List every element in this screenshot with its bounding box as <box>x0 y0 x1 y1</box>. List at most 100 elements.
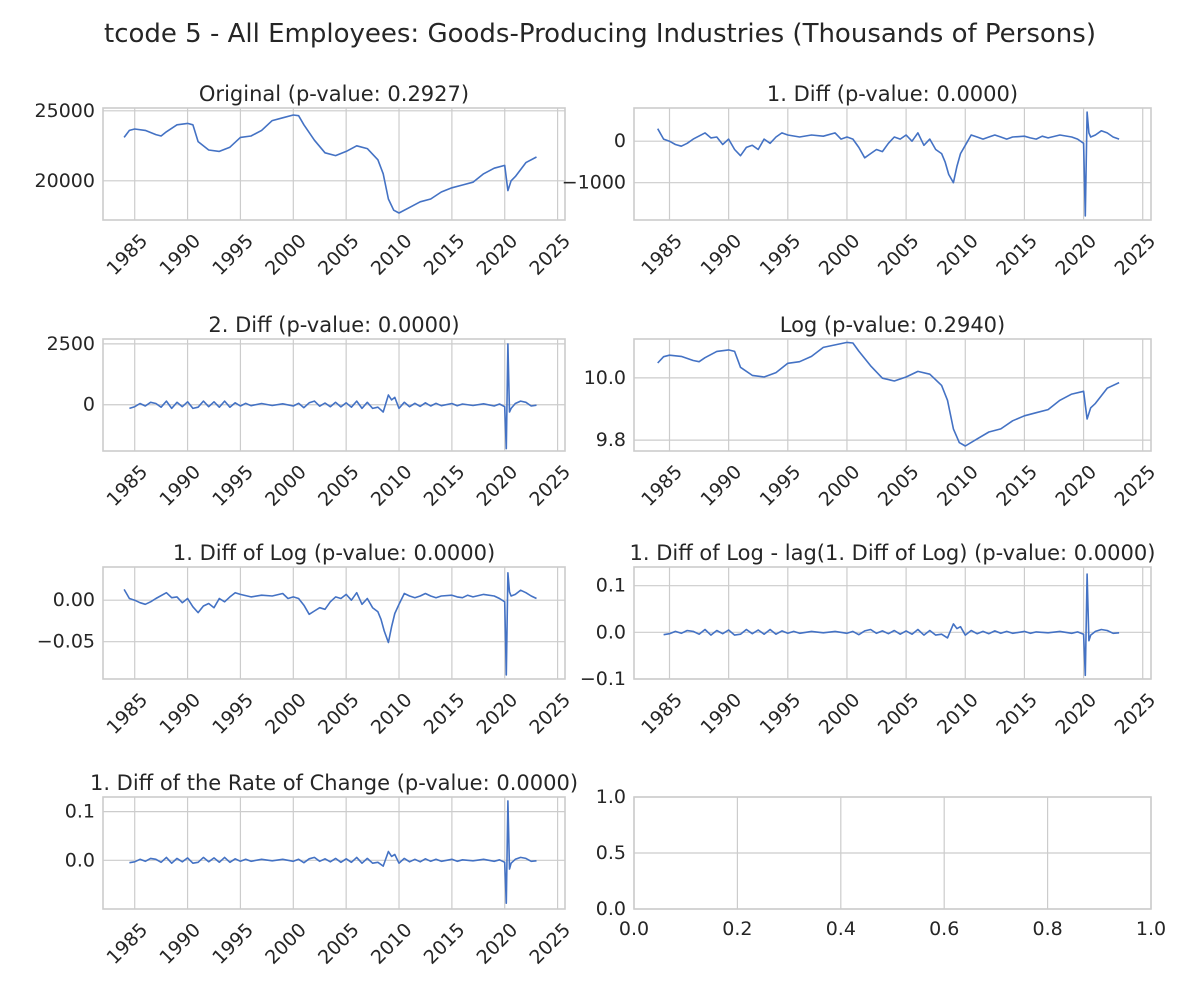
x-tick-label: 2010 <box>933 230 983 280</box>
x-tick-label: 1990 <box>155 461 205 511</box>
x-tick-label: 0.8 <box>1032 918 1062 940</box>
x-tick-label: 2020 <box>1051 689 1101 739</box>
y-tick-label: 0.1 <box>596 575 626 597</box>
x-tick-label: 2005 <box>874 230 924 280</box>
figure-suptitle: tcode 5 - All Employees: Goods-Producing… <box>104 19 1096 49</box>
x-tick-label: 2020 <box>473 461 523 511</box>
subplot-title: Log (p-value: 0.2940) <box>780 313 1006 337</box>
x-tick-label: 2005 <box>874 461 924 511</box>
series-line <box>657 341 1120 447</box>
y-tick-label: 0.5 <box>596 842 626 864</box>
x-tick-label: 2015 <box>992 230 1042 280</box>
x-tick-label: 1995 <box>756 689 806 739</box>
x-tick-label: 1995 <box>756 230 806 280</box>
x-tick-label: 2000 <box>815 461 865 511</box>
x-tick-label: 1995 <box>208 230 258 280</box>
x-tick-label: 2025 <box>525 689 575 739</box>
x-tick-label: 2005 <box>314 230 364 280</box>
x-tick-label: 1990 <box>155 919 205 969</box>
x-tick-label: 2020 <box>473 919 523 969</box>
x-tick-label: 1985 <box>103 689 153 739</box>
x-tick-label: 2025 <box>1111 230 1161 280</box>
x-tick-label: 1985 <box>103 461 153 511</box>
subplot-title: 1. Diff (p-value: 0.0000) <box>767 82 1018 106</box>
axes-frame <box>102 338 566 452</box>
x-tick-label: 2005 <box>874 689 924 739</box>
y-tick-label: 0.1 <box>65 801 95 823</box>
x-tick-label: 2015 <box>420 689 470 739</box>
y-tick-label: 0.0 <box>596 898 626 920</box>
x-tick-label: 2000 <box>261 461 311 511</box>
x-tick-label: 1995 <box>756 461 806 511</box>
x-tick-label: 2015 <box>420 461 470 511</box>
subplot-title: 2. Diff (p-value: 0.0000) <box>208 313 459 337</box>
y-tick-label: 0.00 <box>53 589 95 611</box>
x-tick-label: 1985 <box>103 230 153 280</box>
series-line <box>123 114 537 214</box>
axes-frame <box>633 107 1152 221</box>
x-tick-label: 2005 <box>314 461 364 511</box>
x-tick-label: 2000 <box>261 689 311 739</box>
x-tick-label: 2000 <box>815 230 865 280</box>
x-tick-label: 2025 <box>1111 461 1161 511</box>
x-tick-label: 2025 <box>1111 689 1161 739</box>
x-tick-label: 2000 <box>261 230 311 280</box>
subplot-5: −0.05 0.00 1985 1990 1995 2000 2005 2010 2015 202… <box>37 541 575 739</box>
series-line <box>129 343 537 450</box>
x-tick-label: 2010 <box>367 230 417 280</box>
axes-frame <box>633 338 1152 452</box>
y-tick-label: −0.05 <box>37 631 95 653</box>
x-tick-label: 1990 <box>696 461 746 511</box>
series-line <box>123 571 537 676</box>
y-tick-label: 25000 <box>35 100 95 122</box>
subplot-4: 9.8 10.0 1985 1990 1995 2000 2005 2010 2015 2020 2… <box>584 313 1161 511</box>
x-tick-label: 1990 <box>696 230 746 280</box>
subplot-8: 0.0 0.5 1.0 0.0 0.2 0.4 0.6 0.8 1.0 <box>596 786 1166 940</box>
x-tick-label: 2005 <box>314 919 364 969</box>
x-tick-label: 0.2 <box>722 918 752 940</box>
x-tick-label: 2020 <box>1051 230 1101 280</box>
x-tick-label: 2000 <box>815 689 865 739</box>
x-tick-label: 2005 <box>314 689 364 739</box>
x-tick-label: 2025 <box>525 230 575 280</box>
x-tick-label: 2015 <box>992 461 1042 511</box>
subplot-title: 1. Diff of Log (p-value: 0.0000) <box>173 541 495 565</box>
series-line <box>657 111 1120 217</box>
x-tick-label: 2000 <box>261 919 311 969</box>
subplot-2: −1000 0 1985 1990 1995 2000 2005 2010 2015 2020 20… <box>562 82 1161 280</box>
axes-frame <box>102 566 566 680</box>
y-tick-label: 0.0 <box>596 621 626 643</box>
x-tick-label: 1985 <box>637 461 687 511</box>
x-tick-label: 1990 <box>155 689 205 739</box>
x-tick-label: 1995 <box>208 689 258 739</box>
y-tick-label: −0.1 <box>580 668 626 690</box>
x-tick-label: 1985 <box>637 689 687 739</box>
x-tick-label: 2010 <box>367 919 417 969</box>
x-tick-label: 1995 <box>208 461 258 511</box>
x-tick-label: 2010 <box>367 689 417 739</box>
x-tick-label: 1985 <box>103 919 153 969</box>
y-tick-label: 9.8 <box>596 429 626 451</box>
x-tick-label: 2015 <box>420 919 470 969</box>
x-tick-label: 1990 <box>696 689 746 739</box>
x-tick-label: 2010 <box>933 461 983 511</box>
x-tick-label: 2010 <box>933 689 983 739</box>
x-tick-label: 2015 <box>420 230 470 280</box>
axes-frame <box>633 796 1152 910</box>
axes-frame <box>102 796 566 910</box>
x-tick-label: 1990 <box>155 230 205 280</box>
y-tick-label: 0.0 <box>65 849 95 871</box>
y-tick-label: 1.0 <box>596 786 626 808</box>
subplot-title: Original (p-value: 0.2927) <box>199 82 469 106</box>
x-tick-label: 2025 <box>525 919 575 969</box>
subplot-title: 1. Diff of the Rate of Change (p-value: … <box>90 771 578 795</box>
x-tick-label: 0.4 <box>826 918 856 940</box>
y-tick-label: 0 <box>614 130 626 152</box>
x-tick-label: 1985 <box>637 230 687 280</box>
subplot-3: 0 2500 1985 1990 1995 2000 2005 2010 2015 2020 202… <box>47 313 575 511</box>
y-tick-label: 10.0 <box>584 367 626 389</box>
series-line <box>129 800 537 905</box>
